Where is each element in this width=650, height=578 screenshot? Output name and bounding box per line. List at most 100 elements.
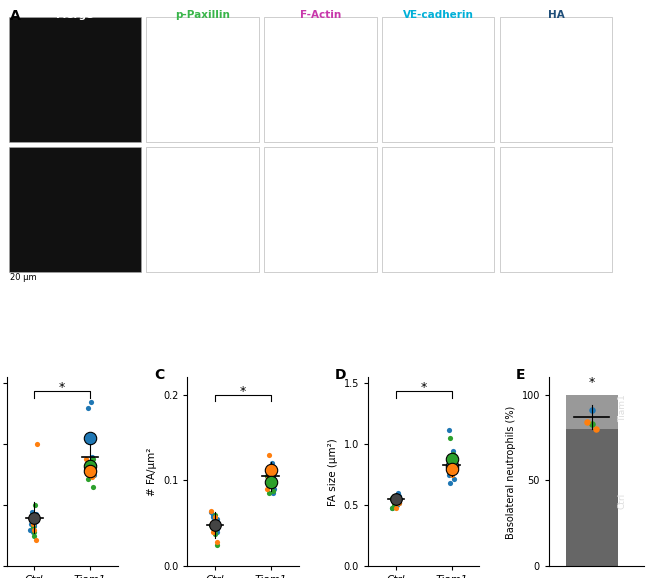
Point — [447, 464, 457, 473]
Point — [392, 501, 402, 510]
Bar — [382, 17, 495, 142]
Point — [264, 489, 274, 498]
Bar — [566, 395, 618, 429]
Text: Tiam1-C1199 HA: Tiam1-C1199 HA — [0, 171, 3, 249]
Bar — [9, 17, 141, 142]
Point — [391, 495, 402, 504]
Point — [88, 461, 99, 470]
Point — [210, 529, 220, 538]
Point — [445, 464, 456, 473]
Text: Ctrl HA: Ctrl HA — [0, 62, 3, 98]
Point — [29, 521, 39, 531]
Point — [391, 494, 401, 503]
Point — [88, 466, 99, 476]
Point — [88, 470, 99, 480]
Point — [27, 507, 37, 516]
Point — [263, 463, 274, 472]
Point — [29, 525, 40, 535]
Point — [390, 491, 400, 501]
Point — [393, 498, 403, 507]
Text: Ctrl: Ctrl — [618, 493, 627, 509]
Point — [448, 474, 459, 483]
Point — [447, 462, 457, 471]
Point — [28, 523, 38, 532]
Point — [445, 462, 455, 471]
Point — [27, 519, 38, 528]
Point — [83, 403, 93, 413]
Point — [448, 446, 458, 455]
Point — [445, 434, 456, 443]
Point — [86, 397, 97, 406]
Point — [388, 495, 398, 504]
Point — [27, 510, 37, 520]
Point — [88, 454, 98, 464]
Point — [394, 491, 404, 501]
Point — [444, 466, 454, 476]
Point — [85, 458, 96, 468]
Point — [28, 528, 38, 537]
Point — [83, 464, 94, 473]
Point — [582, 417, 592, 427]
Point — [31, 535, 41, 544]
Point — [84, 434, 95, 443]
Point — [389, 491, 399, 501]
Bar — [146, 147, 259, 272]
Point — [31, 509, 41, 518]
Point — [212, 540, 222, 550]
Point — [391, 497, 401, 506]
Point — [210, 523, 220, 532]
Point — [268, 489, 278, 498]
Point — [265, 463, 275, 472]
Point — [586, 405, 597, 414]
Point — [210, 526, 220, 535]
Point — [262, 484, 272, 494]
Point — [450, 454, 460, 464]
Point — [88, 483, 98, 492]
Point — [212, 525, 222, 534]
Point — [445, 479, 455, 488]
Point — [212, 538, 222, 547]
Point — [206, 507, 216, 517]
Point — [206, 506, 216, 515]
Point — [390, 492, 400, 502]
Point — [265, 469, 276, 478]
Point — [387, 503, 397, 513]
Point — [266, 459, 277, 468]
Point — [266, 477, 276, 487]
Point — [387, 494, 398, 503]
Point — [81, 454, 92, 464]
Point — [591, 424, 601, 434]
Text: A: A — [10, 9, 20, 23]
Y-axis label: FA size (μm²): FA size (μm²) — [328, 438, 338, 506]
Point — [586, 419, 597, 428]
Point — [264, 450, 274, 460]
Point — [391, 503, 401, 513]
Point — [29, 513, 40, 523]
Point — [29, 531, 39, 540]
Point — [83, 474, 93, 483]
Text: 20 μm: 20 μm — [10, 273, 36, 282]
Point — [447, 454, 457, 464]
Point — [29, 513, 40, 523]
Point — [27, 513, 37, 523]
Text: p-Paxillin: p-Paxillin — [175, 10, 230, 20]
Point — [268, 467, 279, 476]
Text: VE-cadherin: VE-cadherin — [402, 10, 473, 20]
Point — [25, 513, 36, 523]
Point — [207, 510, 218, 520]
Point — [448, 450, 458, 459]
Bar — [9, 147, 141, 272]
Text: D: D — [335, 368, 346, 382]
Point — [83, 464, 93, 473]
Point — [450, 458, 461, 468]
Point — [269, 484, 280, 494]
Text: C: C — [154, 368, 164, 382]
Point — [29, 519, 39, 528]
Point — [84, 462, 95, 471]
Point — [87, 473, 98, 482]
Bar — [566, 429, 618, 566]
Point — [262, 472, 272, 481]
Point — [444, 470, 454, 480]
Point — [268, 467, 278, 476]
Y-axis label: Basolateral neutrophils (%): Basolateral neutrophils (%) — [506, 405, 516, 539]
